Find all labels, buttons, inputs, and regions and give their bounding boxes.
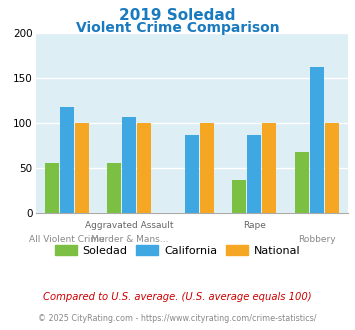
- Bar: [262, 123, 276, 213]
- Text: 2019 Soledad: 2019 Soledad: [119, 8, 236, 23]
- Text: Murder & Mans...: Murder & Mans...: [91, 235, 168, 244]
- Text: Compared to U.S. average. (U.S. average equals 100): Compared to U.S. average. (U.S. average …: [43, 292, 312, 302]
- Bar: [75, 123, 89, 213]
- Bar: [107, 163, 121, 213]
- Legend: Soledad, California, National: Soledad, California, National: [50, 240, 305, 260]
- Bar: [45, 163, 59, 213]
- Bar: [232, 180, 246, 213]
- Bar: [247, 135, 261, 213]
- Text: Aggravated Assault: Aggravated Assault: [85, 221, 174, 230]
- Text: Robbery: Robbery: [298, 235, 335, 244]
- Bar: [122, 116, 136, 213]
- Bar: [137, 123, 151, 213]
- Bar: [310, 67, 323, 213]
- Bar: [185, 135, 198, 213]
- Bar: [200, 123, 214, 213]
- Bar: [60, 107, 73, 213]
- Bar: [325, 123, 339, 213]
- Bar: [295, 152, 308, 213]
- Text: All Violent Crime: All Violent Crime: [29, 235, 105, 244]
- Text: Rape: Rape: [243, 221, 266, 230]
- Text: Violent Crime Comparison: Violent Crime Comparison: [76, 21, 279, 35]
- Text: © 2025 CityRating.com - https://www.cityrating.com/crime-statistics/: © 2025 CityRating.com - https://www.city…: [38, 314, 317, 323]
